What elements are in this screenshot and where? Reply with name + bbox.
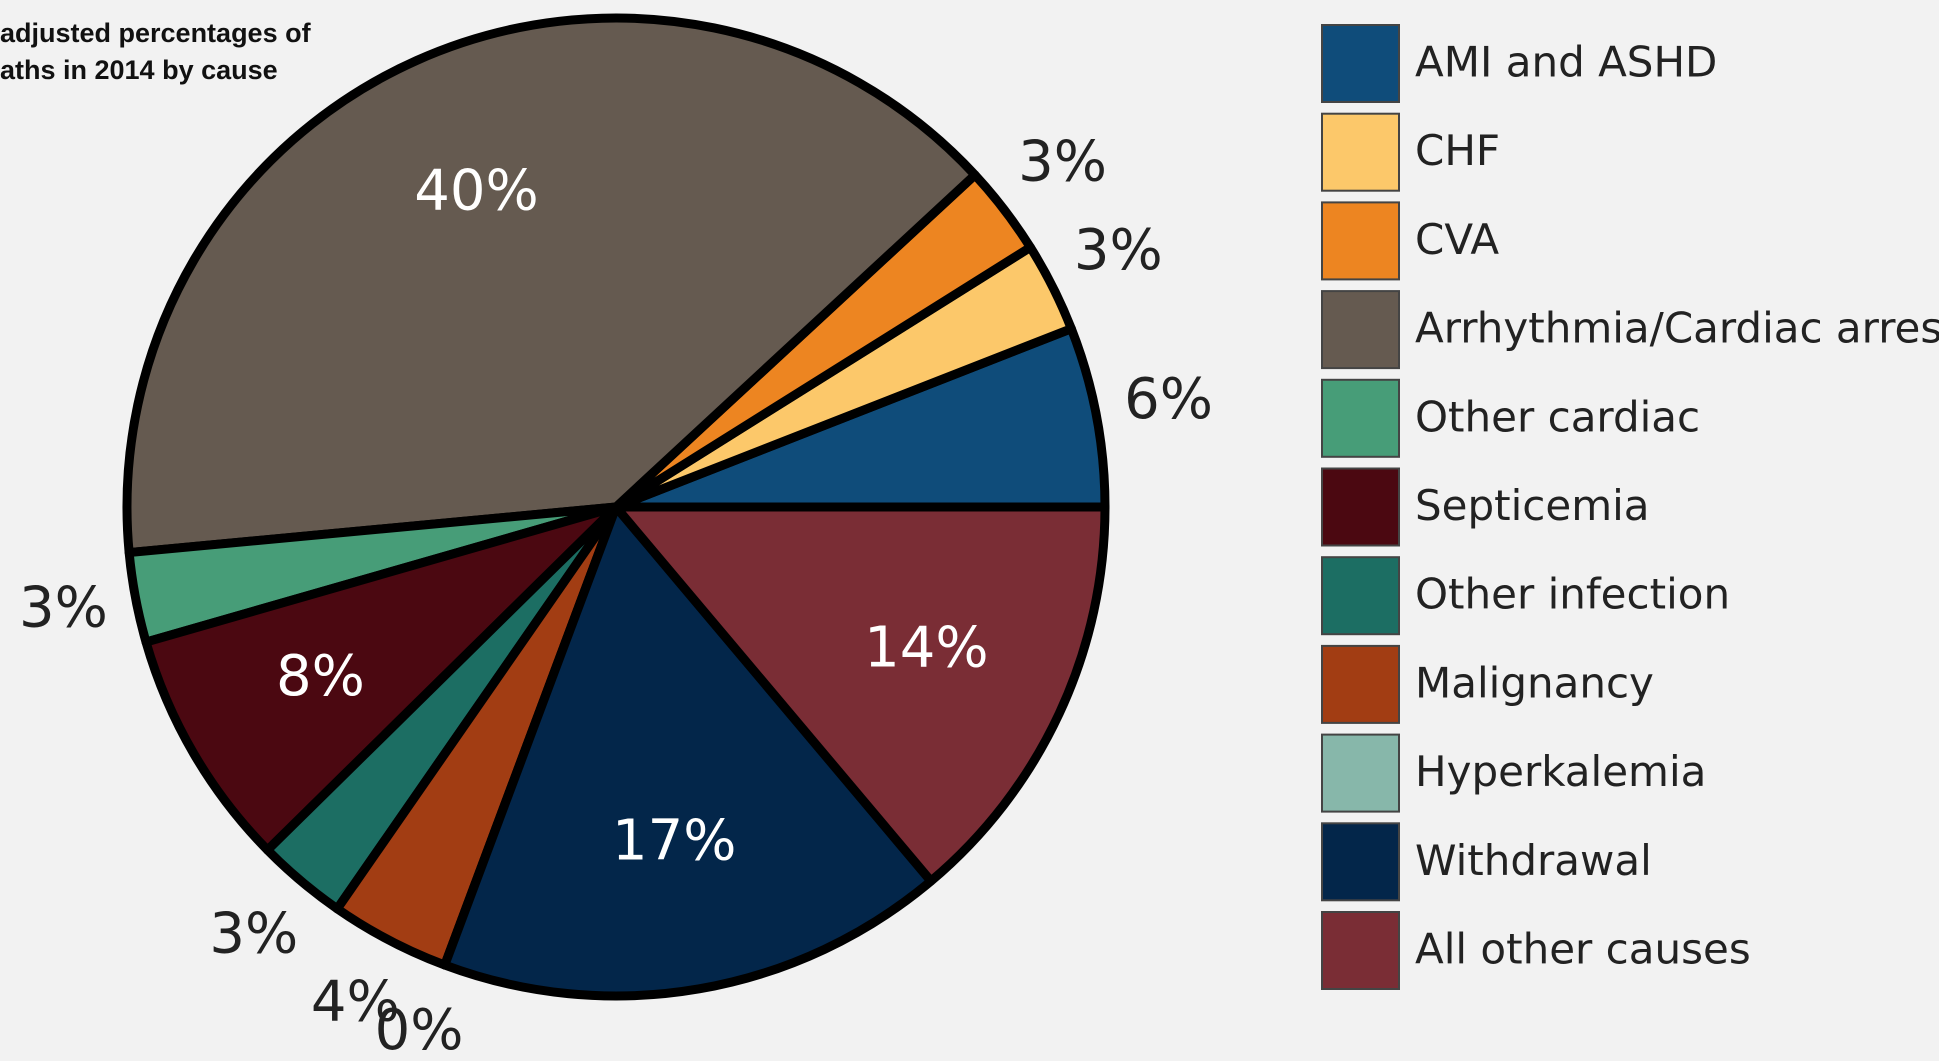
legend-label: AMI and ASHD xyxy=(1415,38,1717,87)
legend-swatch xyxy=(1321,911,1400,990)
legend-swatch xyxy=(1321,112,1400,192)
data-label: 0% xyxy=(375,998,464,1061)
data-label: 40% xyxy=(414,159,538,224)
legend-label: CVA xyxy=(1415,215,1499,264)
data-label: 8% xyxy=(276,644,365,709)
legend-label: Other cardiac xyxy=(1415,392,1700,441)
legend-label: Arrhythmia/Cardiac arrest xyxy=(1415,304,1939,353)
data-label: 17% xyxy=(612,808,736,873)
legend-swatch xyxy=(1321,378,1400,458)
data-label: 3% xyxy=(1018,129,1107,194)
pie-slice xyxy=(122,13,980,558)
legend-swatch xyxy=(1321,290,1400,370)
data-label: 3% xyxy=(209,901,298,966)
pie-slice xyxy=(440,502,936,1001)
chart-title: aths in 2014 by cause xyxy=(0,55,278,85)
legend-swatch xyxy=(1321,467,1400,547)
legend-swatch xyxy=(1321,733,1400,813)
legend-label: All other causes xyxy=(1415,925,1751,974)
legend-swatch xyxy=(1321,822,1400,902)
legend-swatch xyxy=(1321,201,1400,281)
legend-label: Hyperkalemia xyxy=(1415,747,1706,796)
data-label: 3% xyxy=(19,575,108,640)
legend-label: Septicemia xyxy=(1415,481,1650,530)
data-label: 4% xyxy=(311,969,400,1034)
legend-swatch xyxy=(1321,24,1400,103)
data-label: 6% xyxy=(1124,367,1213,432)
legend-swatch xyxy=(1321,644,1400,724)
chart-title: adjusted percentages of xyxy=(0,18,312,48)
data-label: 3% xyxy=(1074,218,1163,283)
data-label: 14% xyxy=(864,616,988,681)
legend-label: Other infection xyxy=(1415,570,1730,619)
legend-swatch xyxy=(1321,556,1400,636)
legend-label: Malignancy xyxy=(1415,658,1654,707)
legend-label: CHF xyxy=(1415,126,1500,175)
legend-label: Withdrawal xyxy=(1415,836,1652,885)
pie-slice xyxy=(141,502,621,855)
pie-slice xyxy=(611,502,1110,886)
